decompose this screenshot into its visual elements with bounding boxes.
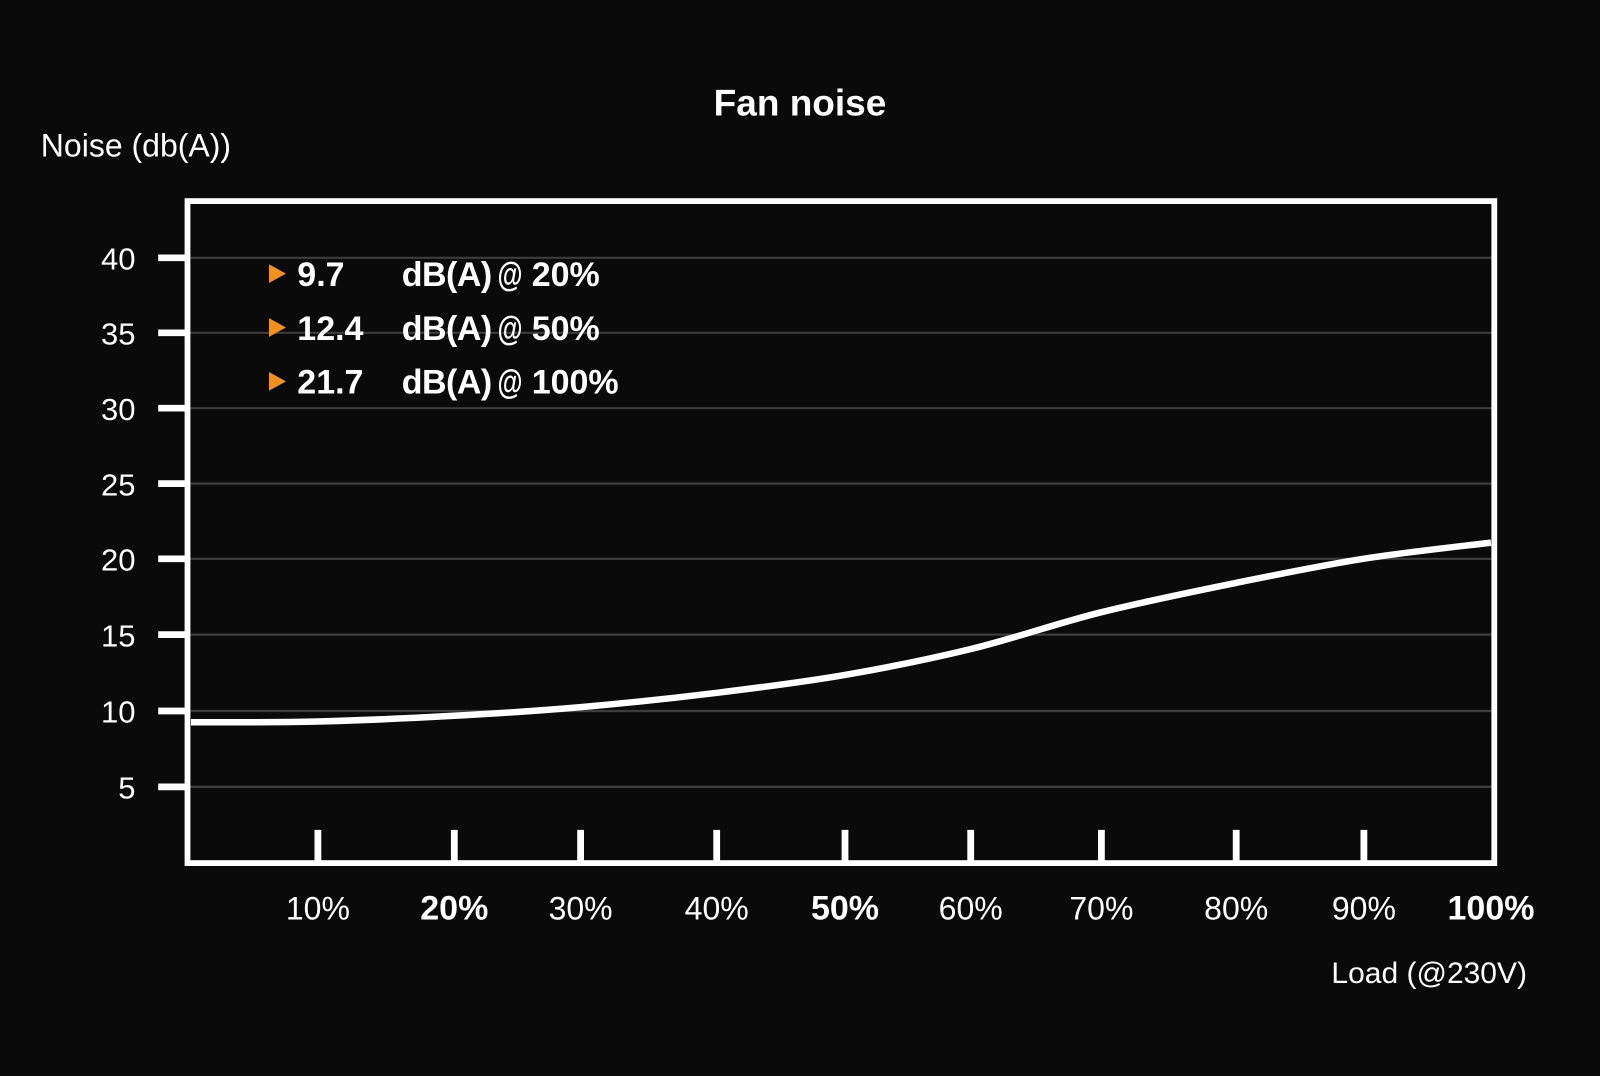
svg-text:30%: 30% — [549, 890, 613, 926]
svg-text:90%: 90% — [1332, 890, 1396, 926]
svg-text:10: 10 — [101, 695, 135, 730]
svg-text:10%: 10% — [286, 890, 350, 926]
svg-text:@: @ — [498, 256, 523, 294]
svg-text:dB(A): dB(A) — [402, 256, 492, 294]
svg-text:@: @ — [498, 364, 523, 402]
svg-text:20%: 20% — [420, 889, 488, 927]
svg-text:5: 5 — [118, 771, 135, 806]
svg-text:20%: 20% — [532, 256, 600, 294]
svg-text:50%: 50% — [532, 310, 600, 348]
svg-text:40: 40 — [101, 242, 135, 277]
svg-text:12.4: 12.4 — [297, 310, 363, 348]
svg-text:50%: 50% — [811, 889, 879, 927]
svg-text:40%: 40% — [685, 890, 749, 926]
svg-text:100%: 100% — [1448, 889, 1535, 927]
svg-text:Fan noise: Fan noise — [714, 83, 887, 124]
svg-text:21.7: 21.7 — [297, 364, 363, 402]
svg-text:20: 20 — [101, 543, 135, 578]
svg-text:25: 25 — [101, 467, 135, 502]
svg-text:30: 30 — [101, 392, 135, 427]
svg-text:80%: 80% — [1204, 890, 1268, 926]
svg-text:@: @ — [498, 310, 523, 348]
svg-text:15: 15 — [101, 618, 135, 653]
svg-text:9.7: 9.7 — [297, 256, 344, 294]
svg-text:70%: 70% — [1069, 890, 1133, 926]
svg-text:100%: 100% — [532, 364, 619, 402]
svg-text:Noise (db(A)): Noise (db(A)) — [41, 128, 231, 164]
svg-text:dB(A): dB(A) — [402, 364, 492, 402]
svg-text:35: 35 — [101, 317, 135, 352]
svg-text:60%: 60% — [939, 890, 1003, 926]
svg-text:dB(A): dB(A) — [402, 310, 492, 348]
svg-text:Load (@230V): Load (@230V) — [1331, 957, 1527, 990]
